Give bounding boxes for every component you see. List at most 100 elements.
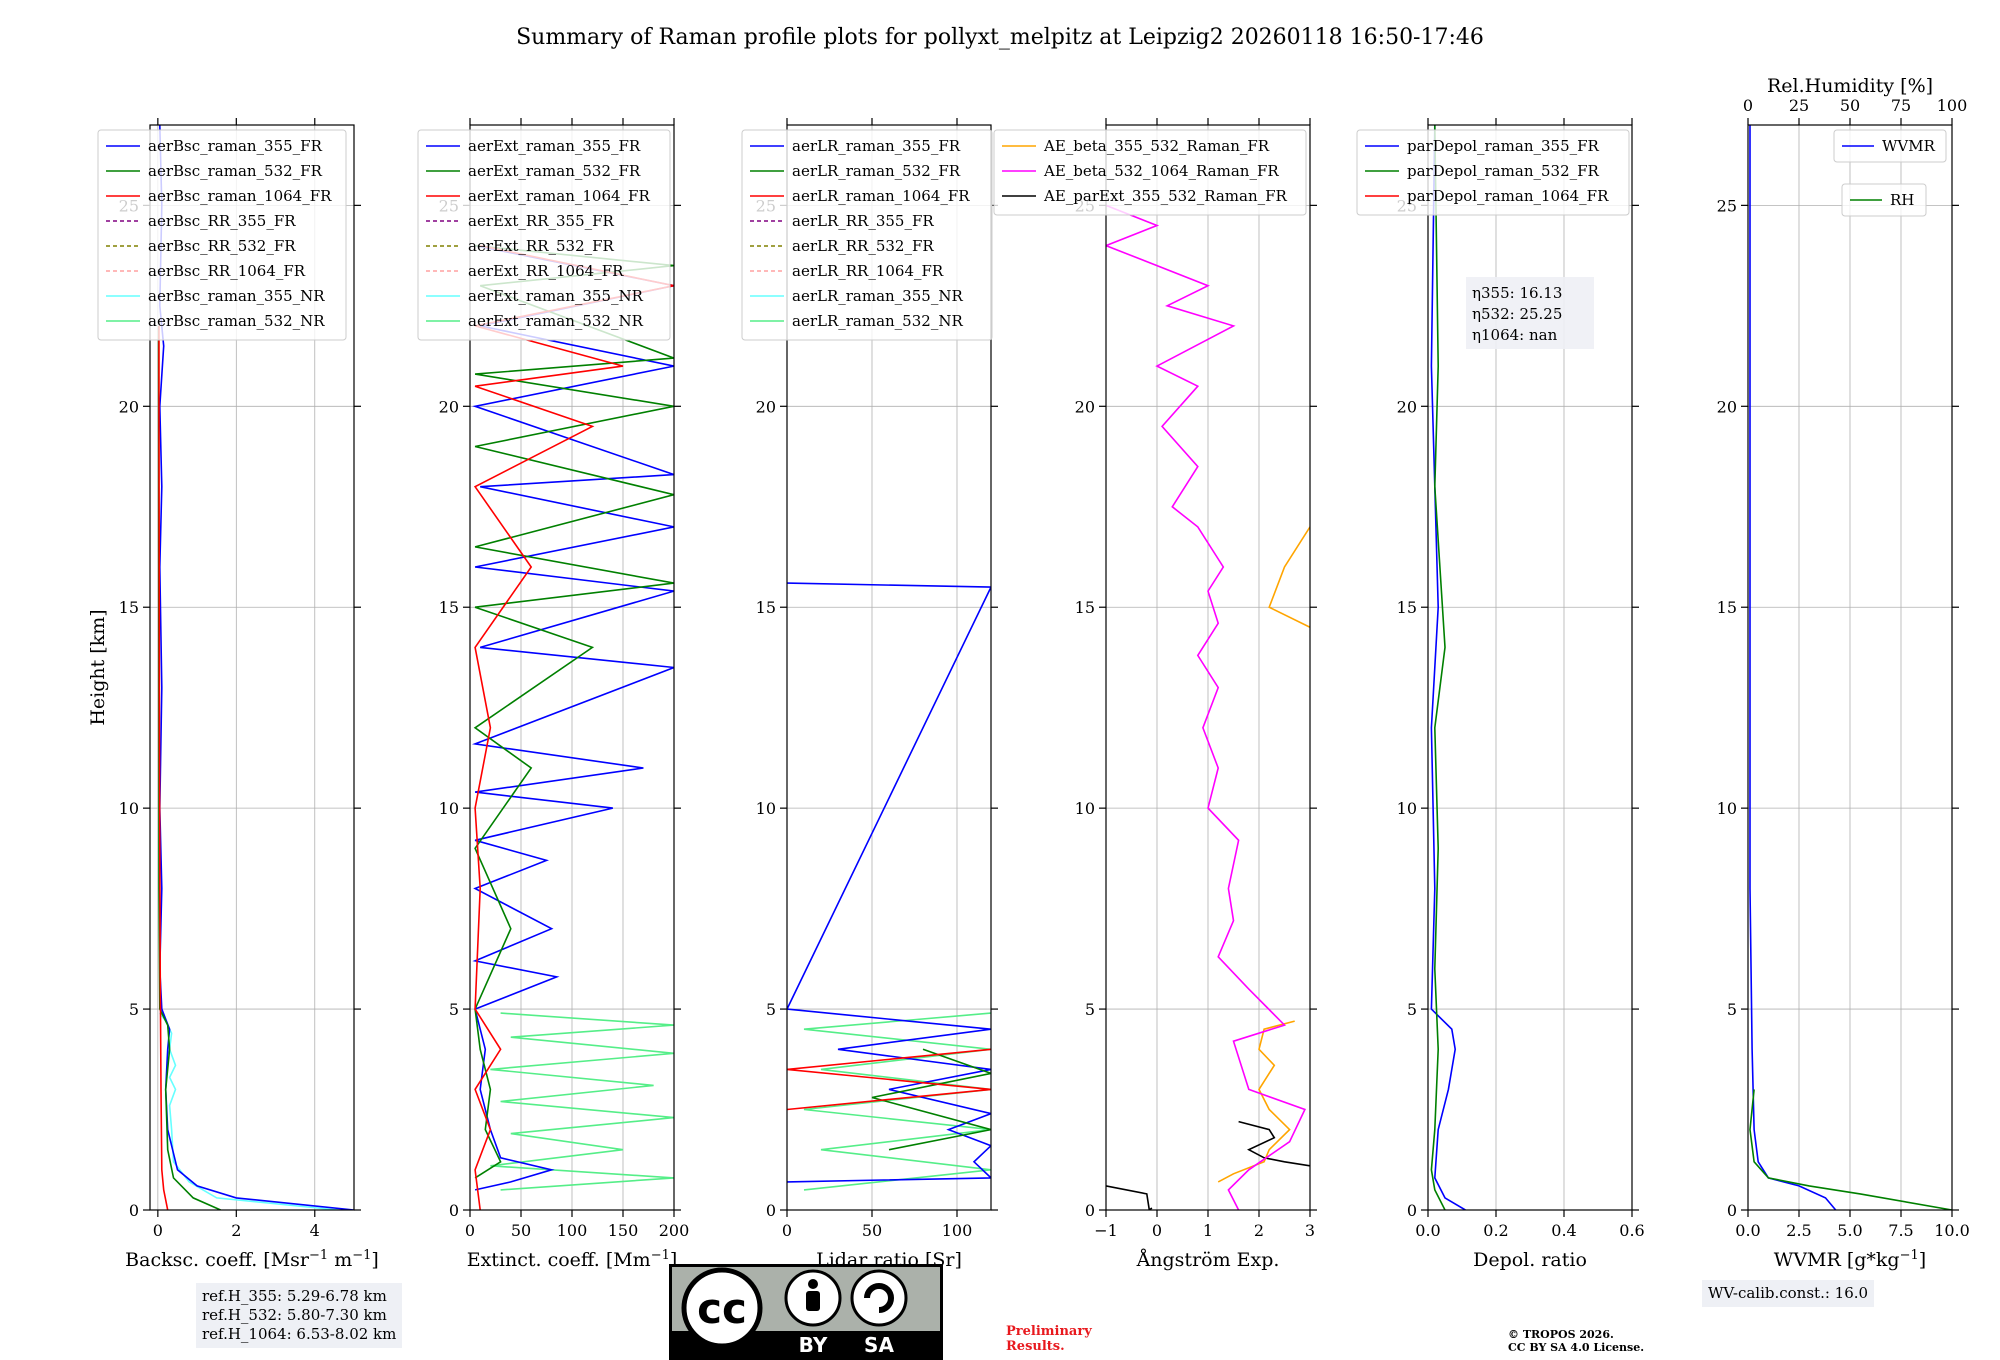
y-tick-label: 15: [756, 598, 776, 617]
y-tick-label: 0: [766, 1201, 776, 1220]
legend-label: aerExt_RR_355_FR: [468, 212, 615, 230]
x-tick-label: 150: [608, 1221, 639, 1240]
series-line-orange: [1268, 526, 1310, 629]
x-tick-label: 2: [1254, 1221, 1264, 1240]
share-alike-icon: [850, 1269, 908, 1327]
legend-label: RH: [1890, 191, 1914, 209]
series-group: [1106, 204, 1310, 1210]
ref-height-532: ref.H_532: 5.80-7.30 km: [202, 1306, 387, 1324]
legend-label: aerExt_RR_532_FR: [468, 237, 615, 255]
y-tick-label: 25: [1717, 196, 1737, 215]
top-x-axis-label: Rel.Humidity [%]: [1767, 75, 1933, 97]
panel-lr: 0501000510152025Lidar ratio [Sr]aerLR_ra…: [741, 118, 998, 1271]
preliminary-results-note: Preliminary Results.: [1006, 1324, 1092, 1354]
eta-value: η532: 25.25: [1472, 305, 1562, 323]
y-tick-label: 5: [1085, 1000, 1095, 1019]
legend-label: aerBsc_RR_532_FR: [148, 237, 296, 255]
legend: aerBsc_raman_355_FR aerBsc_raman_532_FRae…: [97, 129, 347, 341]
legend-label: aerBsc_raman_355_NR: [148, 287, 325, 305]
legend-label: WVMR: [1882, 137, 1936, 155]
series-line-cyan: [159, 1012, 339, 1210]
series-line-blue: [471, 244, 674, 1191]
eta-annotation-box: [1466, 277, 1594, 349]
series-line-black: [1238, 1120, 1310, 1167]
series-group: [787, 582, 991, 1191]
series-line-green: [871, 1048, 991, 1151]
series-line-blue: [1749, 125, 1837, 1210]
legend: aerLR_raman_355_FR aerLR_raman_532_FR aerL…: [741, 129, 993, 341]
x-tick-label: 4: [310, 1221, 320, 1240]
x-tick-label: 5.0: [1837, 1221, 1862, 1240]
y-tick-label: 0: [449, 1201, 459, 1220]
ref-height-355: ref.H_355: 5.29-6.78 km: [202, 1287, 387, 1305]
series-line-lightgreen: [490, 1012, 674, 1191]
series-line-red: [158, 325, 169, 1210]
y-tick-label: 20: [1397, 397, 1417, 416]
x-tick-label: 0: [153, 1221, 163, 1240]
y-tick-label: 0: [129, 1201, 139, 1220]
y-tick-label: 15: [1075, 598, 1095, 617]
profile-panels: 0240510152025Backsc. coeff. [Msr−1 m−1]H…: [87, 75, 1970, 1271]
y-tick-label: 10: [1717, 799, 1737, 818]
y-tick-label: 15: [1717, 598, 1737, 617]
y-tick-label: 0: [1727, 1201, 1737, 1220]
cc-by-sa-license-logo: cc BY SA: [669, 1264, 943, 1360]
legend-label: parDepol_raman_532_FR: [1407, 162, 1600, 180]
legend-box: [1833, 129, 1947, 163]
y-tick-label: 5: [129, 1000, 139, 1019]
panel-wv: 0.0 2.5 5.0 7.5 10.0 0 5 10 15 20 25 WVMR [g*kg−1] 0…: [1717, 75, 1970, 1271]
x-tick-label: 50: [862, 1221, 882, 1240]
copyright-line-2: CC BY SA 4.0 License.: [1508, 1341, 1645, 1354]
y-tick-label: 15: [439, 598, 459, 617]
legend-box: [97, 129, 347, 341]
legend-label: aerExt_raman_355_FR: [468, 137, 641, 155]
legend-label: AE_parExt_355_532_Raman_FR: [1043, 187, 1288, 205]
x-tick-label: −1: [1094, 1221, 1118, 1240]
legend-box: [741, 129, 993, 341]
axes-frame: [786, 124, 992, 1211]
series-group: [471, 244, 674, 1210]
x-tick-label: 1: [1203, 1221, 1213, 1240]
y-tick-label: 5: [449, 1000, 459, 1019]
panel-ext: 0501001502000510152025Extinct. coeff. [M…: [417, 118, 689, 1271]
x-tick-label: 10.0: [1934, 1221, 1970, 1240]
legend-label: AE_beta_355_532_Raman_FR: [1043, 137, 1270, 155]
x-tick-label: 0.0: [1735, 1221, 1760, 1240]
y-tick-label: 10: [756, 799, 776, 818]
x-axis-label: Depol. ratio: [1473, 1249, 1587, 1271]
x-tick-label: 0: [1152, 1221, 1162, 1240]
series-group: [1749, 125, 1952, 1210]
wv-calibration-constant: WV-calib.const.: 16.0: [1708, 1284, 1869, 1302]
legend-label: AE_beta_532_1064_Raman_FR: [1043, 162, 1279, 180]
legend-label: aerLR_raman_532_FR: [792, 162, 961, 180]
legend-label: aerLR_RR_1064_FR: [792, 262, 944, 280]
x-tick-label: 0: [465, 1221, 475, 1240]
panel-ae: −101230510152025Ångström Exp.AE_beta_355…: [993, 118, 1317, 1271]
x-tick-label: 3: [1305, 1221, 1315, 1240]
figure-title: Summary of Raman profile plots for polly…: [516, 25, 1484, 50]
y-tick-label: 5: [1727, 1000, 1737, 1019]
x-tick-label: 0: [782, 1221, 792, 1240]
legend-label: aerExt_RR_1064_FR: [468, 262, 624, 280]
legend-label: aerBsc_RR_1064_FR: [148, 262, 306, 280]
y-axis-label: Height [km]: [87, 609, 109, 725]
x-tick-label: 100: [557, 1221, 588, 1240]
x-axis-label: Ångström Exp.: [1136, 1249, 1280, 1271]
series-line-blue: [787, 582, 991, 1183]
legend-label: aerBsc_raman_1064_FR: [148, 187, 332, 205]
y-tick-label: 0: [1407, 1201, 1417, 1220]
series-group: [1430, 125, 1466, 1210]
x-tick-label: 0.4: [1551, 1221, 1576, 1240]
legend-label: aerBsc_raman_532_FR: [148, 162, 323, 180]
legend-label: aerLR_raman_1064_FR: [792, 187, 970, 205]
legend-label: aerBsc_raman_532_NR: [148, 312, 325, 330]
x-tick-label: 0.6: [1619, 1221, 1644, 1240]
wv-calibration-box: WV-calib.const.: 16.0: [1702, 1280, 1875, 1307]
legend-label: parDepol_raman_355_FR: [1407, 137, 1600, 155]
x-tick-label: 2.5: [1786, 1221, 1811, 1240]
legend-box: [1356, 129, 1630, 216]
eta-annotation: η355: 16.13 η532: 25.25 η1064: nan: [1466, 277, 1594, 349]
eta-value: η355: 16.13: [1472, 284, 1562, 302]
axes-frame: [149, 124, 355, 1211]
